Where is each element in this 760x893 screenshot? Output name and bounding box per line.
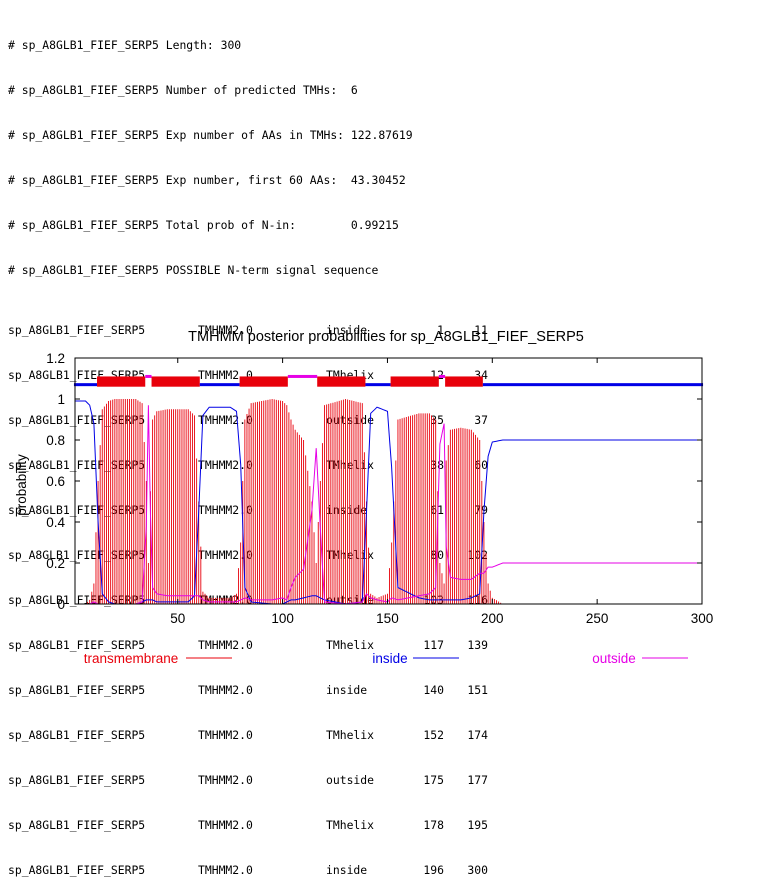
topology-row: sp_A8GLB1_FIEF_SERP5 TMHMM2.0 inside 140 151 bbox=[8, 683, 748, 698]
row-start: 196 bbox=[423, 863, 444, 877]
row-location: inside bbox=[326, 503, 368, 517]
row-location: inside bbox=[326, 683, 368, 697]
row-end: 195 bbox=[467, 818, 488, 832]
report-header-line: # sp_A8GLB1_FIEF_SERP5 POSSIBLE N-term s… bbox=[8, 263, 379, 277]
topology-row: sp_A8GLB1_FIEF_SERP5 TMHMM2.0 TMhelix 152 17… bbox=[8, 728, 748, 743]
row-start: 1 bbox=[437, 323, 444, 337]
y-tick-label: 0 bbox=[57, 597, 65, 612]
row-seq-name: sp_A8GLB1_FIEF_SERP5 bbox=[8, 728, 146, 742]
report-header-line: # sp_A8GLB1_FIEF_SERP5 Exp number of AAs… bbox=[8, 128, 413, 142]
topology-row: sp_A8GLB1_FIEF_SERP5 TMHMM2.0 inside 196 300 bbox=[8, 863, 748, 878]
row-end: 11 bbox=[474, 323, 488, 337]
tmhelix-segment bbox=[390, 376, 439, 387]
y-tick-label: 0.6 bbox=[46, 474, 65, 489]
topology-row: sp_A8GLB1_FIEF_SERP5 TMHMM2.0 outside 175 17… bbox=[8, 773, 748, 788]
x-tick-label: 250 bbox=[586, 611, 609, 626]
legend-label-inside: inside bbox=[372, 651, 407, 666]
row-end: 174 bbox=[467, 728, 488, 742]
row-start: 140 bbox=[423, 683, 444, 697]
row-end: 139 bbox=[467, 638, 488, 652]
topology-bars bbox=[73, 374, 704, 387]
row-seq-name: sp_A8GLB1_FIEF_SERP5 bbox=[8, 638, 146, 652]
row-seq-name: sp_A8GLB1_FIEF_SERP5 bbox=[8, 863, 146, 877]
chart-title: TMHMM posterior probabilities for sp_A8G… bbox=[188, 329, 584, 345]
transmembrane-impulses bbox=[87, 399, 502, 604]
report-header-line: # sp_A8GLB1_FIEF_SERP5 Exp number, first… bbox=[8, 173, 406, 187]
row-start: 117 bbox=[423, 638, 444, 652]
outside-probability-line bbox=[75, 405, 702, 605]
row-program: TMHMM2.0 bbox=[198, 503, 253, 517]
x-tick-label: 300 bbox=[691, 611, 714, 626]
row-location: TMhelix bbox=[326, 638, 375, 652]
tmhelix-segment bbox=[445, 376, 483, 387]
x-tick-label: 50 bbox=[170, 611, 185, 626]
row-program: TMHMM2.0 bbox=[198, 413, 253, 427]
row-program: TMHMM2.0 bbox=[198, 458, 253, 472]
row-location: TMhelix bbox=[326, 728, 375, 742]
topology-row: sp_A8GLB1_FIEF_SERP5 TMHMM2.0 TMhelix 178 19… bbox=[8, 818, 748, 833]
row-program: TMHMM2.0 bbox=[198, 818, 253, 832]
inside-segment bbox=[199, 383, 240, 387]
x-tick-label: 100 bbox=[271, 611, 294, 626]
y-axis: 0 0.2 0.4 0.6 0.8 1 1.2 bbox=[46, 351, 702, 612]
row-program: TMHMM2.0 bbox=[198, 683, 253, 697]
row-seq-name: sp_A8GLB1_FIEF_SERP5 bbox=[8, 818, 146, 832]
row-seq-name: sp_A8GLB1_FIEF_SERP5 bbox=[8, 683, 146, 697]
x-axis: 50 100 150 200 250 300 bbox=[170, 358, 713, 626]
x-tick-label: 200 bbox=[481, 611, 504, 626]
legend-label-transmembrane: transmembrane bbox=[84, 651, 179, 666]
row-end: 151 bbox=[467, 683, 488, 697]
outside-segment bbox=[287, 374, 318, 378]
row-program: TMHMM2.0 bbox=[198, 548, 253, 562]
inside-segment bbox=[365, 383, 391, 387]
row-program: TMHMM2.0 bbox=[198, 368, 253, 382]
y-tick-label: 0.2 bbox=[46, 556, 65, 571]
y-tick-label: 0.8 bbox=[46, 433, 65, 448]
row-program: TMHMM2.0 bbox=[198, 773, 253, 787]
row-end: 300 bbox=[467, 863, 488, 877]
y-tick-label: 1 bbox=[57, 392, 65, 407]
topology-row: sp_A8GLB1_FIEF_SERP5 TMHMM2.0 TMhelix 12 34 bbox=[8, 368, 748, 383]
row-program: TMHMM2.0 bbox=[198, 728, 253, 742]
topology-row: sp_A8GLB1_FIEF_SERP5 TMHMM2.0 TMhelix 117 13… bbox=[8, 638, 748, 653]
row-location: outside bbox=[326, 773, 375, 787]
y-tick-label: 0.4 bbox=[46, 515, 65, 530]
report-header-line: # sp_A8GLB1_FIEF_SERP5 Total prob of N-i… bbox=[8, 218, 399, 232]
row-location: inside bbox=[326, 323, 368, 337]
outside-segment bbox=[438, 374, 446, 378]
y-axis-label: probability bbox=[14, 454, 29, 516]
report-header-line: # sp_A8GLB1_FIEF_SERP5 Number of predict… bbox=[8, 83, 358, 97]
inside-probability-line bbox=[75, 400, 702, 605]
row-seq-name: sp_A8GLB1_FIEF_SERP5 bbox=[8, 773, 146, 787]
y-tick-label: 1.2 bbox=[46, 351, 65, 366]
row-program: TMHMM2.0 bbox=[198, 323, 253, 337]
row-end: 37 bbox=[474, 413, 488, 427]
inside-segment bbox=[482, 383, 704, 387]
row-program: TMHMM2.0 bbox=[198, 638, 253, 652]
row-start: 178 bbox=[423, 818, 444, 832]
row-start: 175 bbox=[423, 773, 444, 787]
row-location: inside bbox=[326, 863, 368, 877]
x-tick-label: 150 bbox=[376, 611, 399, 626]
tmhelix-segment bbox=[317, 376, 366, 387]
row-seq-name: sp_A8GLB1_FIEF_SERP5 bbox=[8, 323, 146, 337]
row-program: TMHMM2.0 bbox=[198, 863, 253, 877]
chart-legend: transmembrane inside outside bbox=[84, 651, 688, 666]
tmhelix-segment bbox=[97, 376, 146, 387]
outside-segment bbox=[145, 374, 152, 378]
tmhelix-segment bbox=[151, 376, 200, 387]
inside-segment bbox=[73, 383, 98, 387]
row-end: 177 bbox=[467, 773, 488, 787]
legend-label-outside: outside bbox=[592, 651, 636, 666]
report-header-line: # sp_A8GLB1_FIEF_SERP5 Length: 300 bbox=[8, 38, 242, 52]
row-location: TMhelix bbox=[326, 818, 375, 832]
posterior-probability-chart: TMHMM posterior probabilities for sp_A8G… bbox=[14, 329, 713, 666]
probability-lines bbox=[75, 400, 702, 605]
topology-row: sp_A8GLB1_FIEF_SERP5 TMHMM2.0 inside 1 11 bbox=[8, 323, 748, 338]
row-start: 152 bbox=[423, 728, 444, 742]
tmhelix-segment bbox=[239, 376, 288, 387]
